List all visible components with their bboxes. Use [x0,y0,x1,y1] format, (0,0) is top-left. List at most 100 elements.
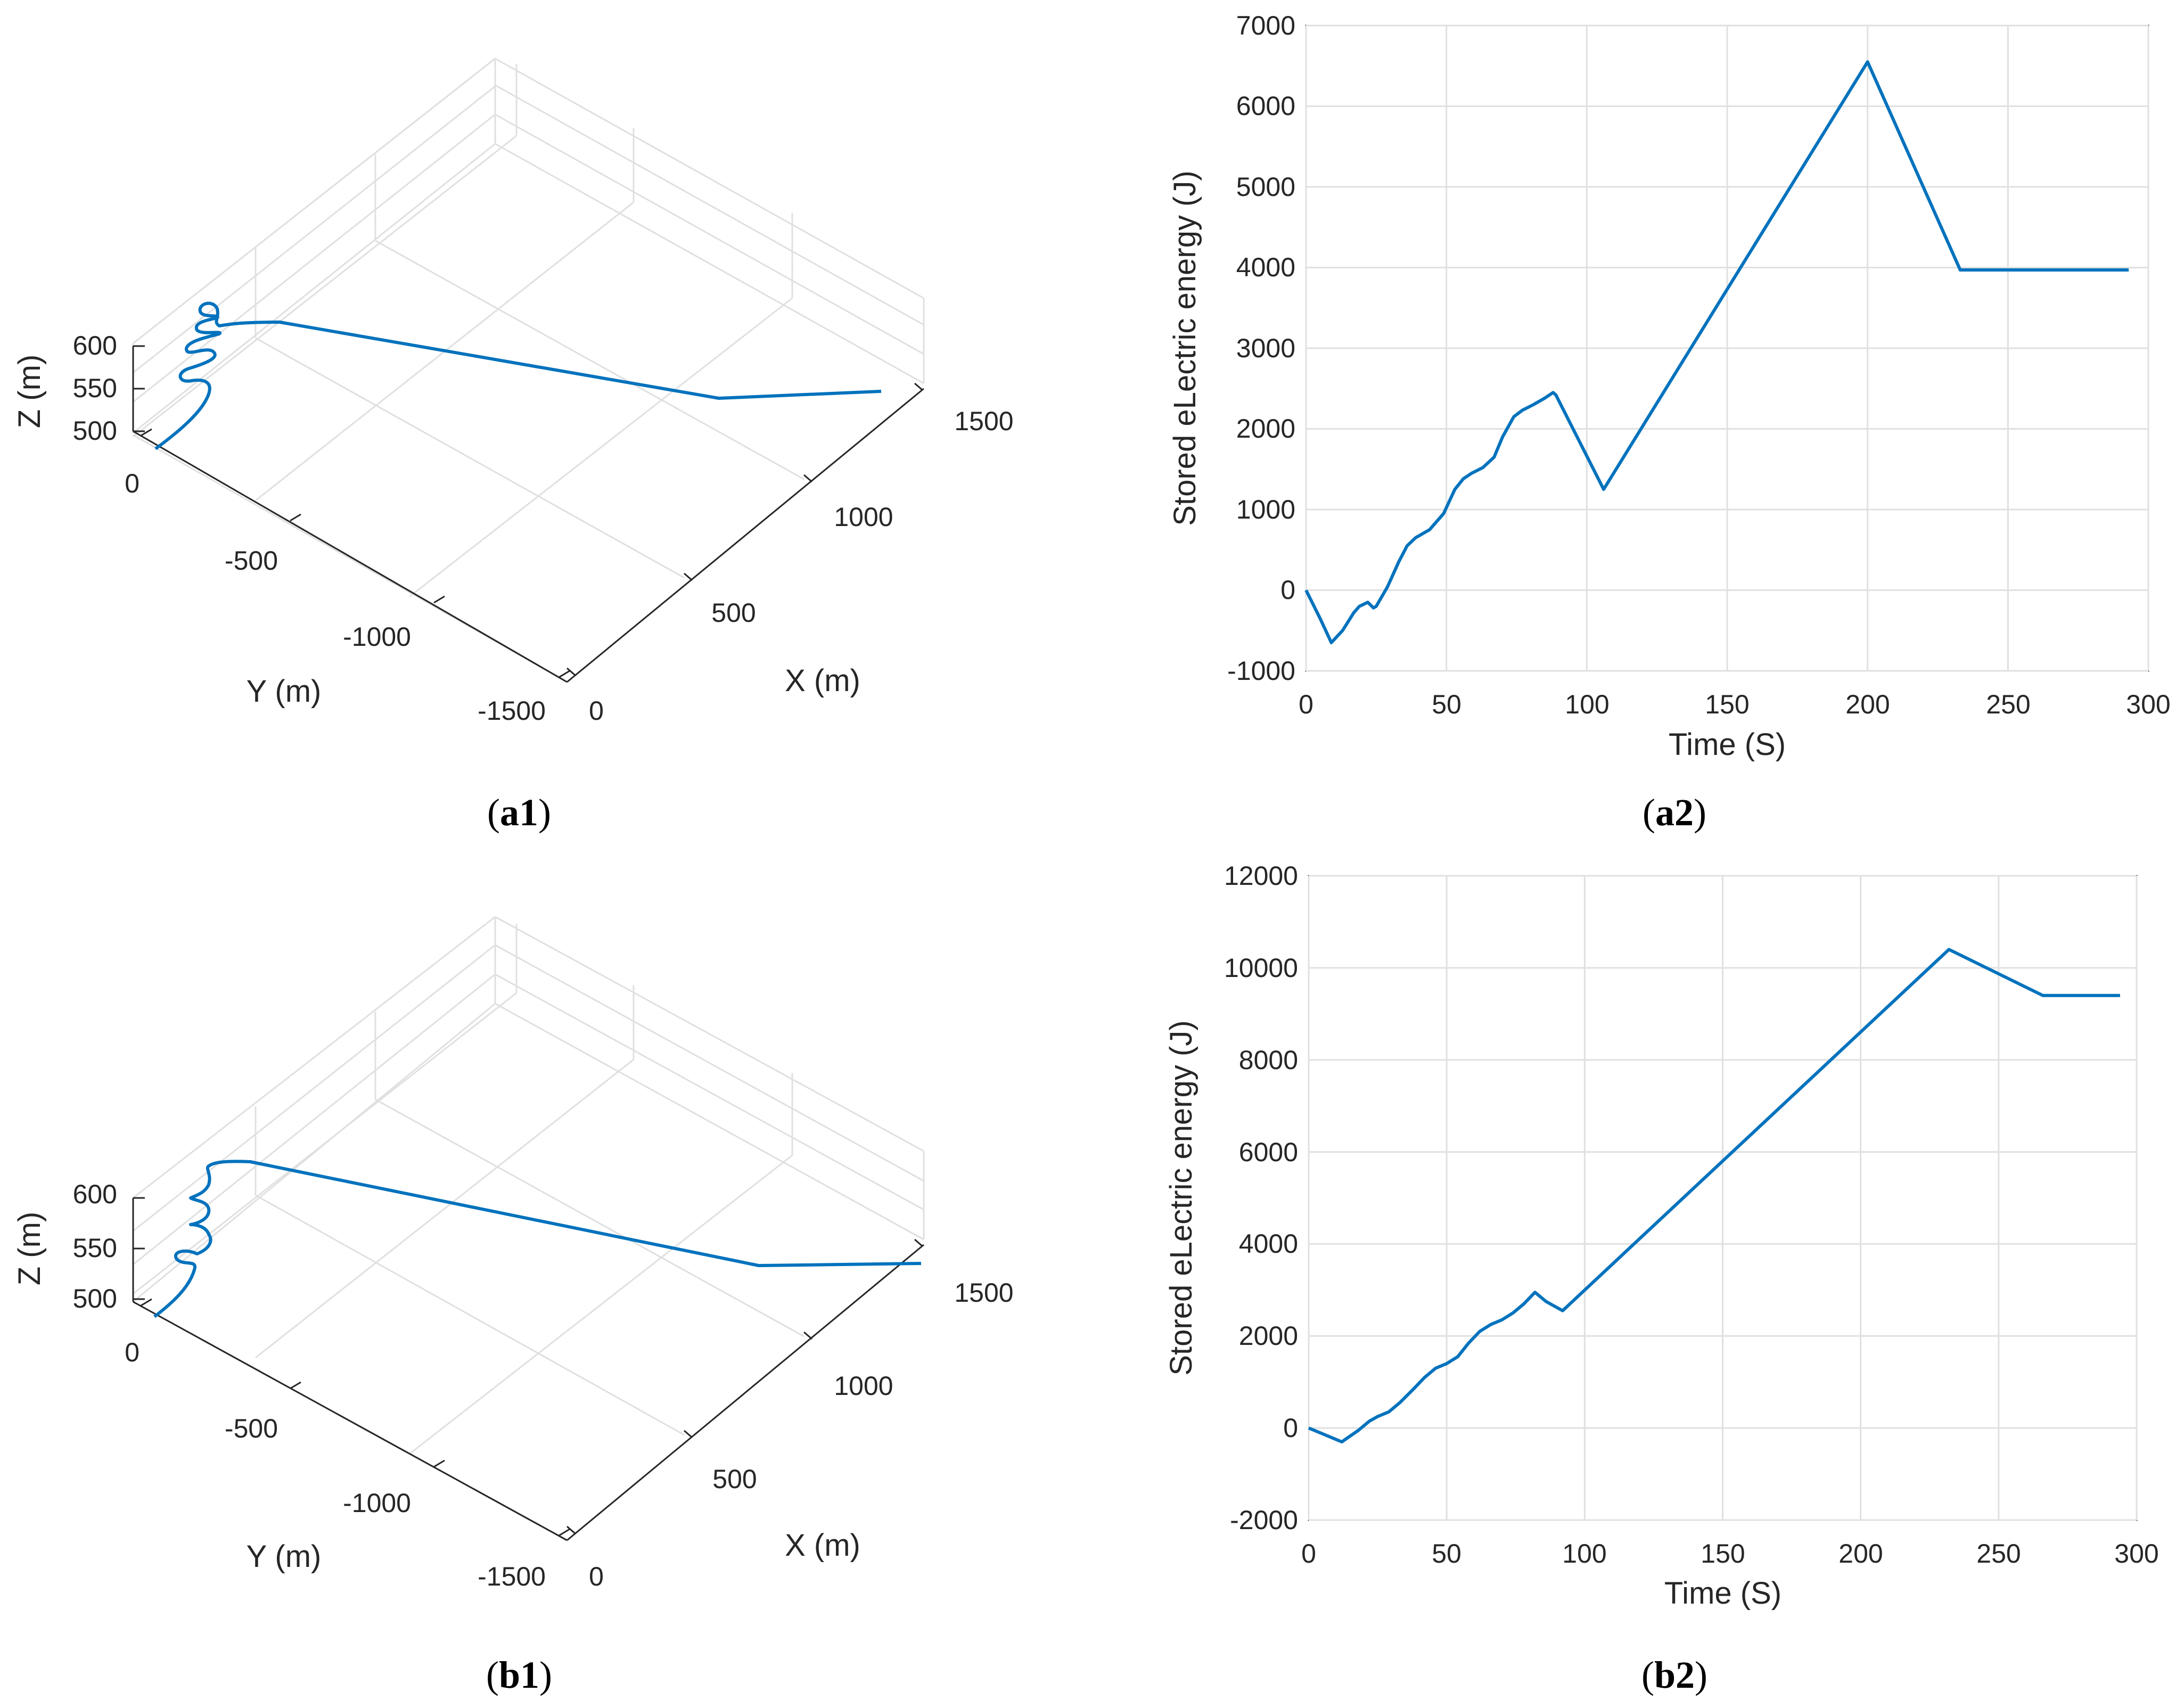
y-tick-label: -1000 [343,622,411,652]
y-tick-label: 5000 [1236,172,1295,202]
grid-line [133,58,496,344]
x-tick-label: 100 [1565,689,1609,719]
panel-b2-energy-chart: 0 50 100 150 200 250 300 -2000 0 2000 40… [1164,861,2159,1611]
x-tick-label: 500 [711,598,756,628]
x-tick-label: 150 [1701,1539,1745,1569]
x-tick-mark [684,1430,693,1439]
y-ticks-a1: 0 -500 -1000 -1500 [125,469,546,726]
grid-a1 [132,58,925,683]
y-tick-label: 3000 [1236,333,1295,363]
grid-line [133,85,496,374]
y-tick-label: -1500 [478,696,546,726]
z-ticks-a1: 500 550 600 [73,331,117,446]
y-tick-label: 7000 [1236,11,1295,40]
grid-line [255,1194,685,1436]
y-axis-label: Stored eLectric energy (J) [1164,1020,1198,1375]
grid-line [133,973,496,1266]
z-tick-label: 500 [73,416,117,446]
y-axis-label: Y (m) [247,1539,322,1574]
ticks-b2: 0 50 100 150 200 250 300 -2000 0 2000 40… [1224,861,2159,1569]
caption-open: ( [486,1654,499,1696]
grid-line [495,973,924,1211]
y-tick-label: 0 [1280,575,1295,605]
x-tick-label: 50 [1432,1539,1462,1569]
grid-line [133,113,496,403]
z-axis-label: Z (m) [12,1212,47,1286]
caption-open: ( [1643,791,1655,834]
grid-line [133,143,496,434]
z-axis-label: Z (m) [12,355,47,429]
y-axis-line [133,1301,568,1541]
x-tick-label: 0 [1301,1539,1316,1569]
caption-label: b1 [499,1654,539,1696]
x-tick-label: 500 [712,1464,757,1494]
grid-line [375,240,804,480]
x-tick-label: 0 [1299,689,1313,719]
grid-line [133,135,517,438]
y-tick-label: 10000 [1224,953,1298,983]
z-tick-label: 550 [73,1233,117,1263]
y-tick-label: 8000 [1239,1045,1298,1075]
series-line-b2 [1308,948,2120,1444]
grid-line [495,916,924,1152]
x-tick-label: 0 [589,696,604,726]
trajectory-line-a1 [154,301,882,450]
caption-a1: (a1) [487,791,551,834]
y-tick-label: 6000 [1236,91,1295,121]
grid-line [495,1003,924,1241]
grid-line [495,143,924,384]
caption-label: a2 [1655,791,1694,834]
y-tick-label: 0 [1283,1413,1298,1443]
y-ticks-b1: 0 -500 -1000 -1500 [125,1337,546,1591]
x-tick-label: 0 [589,1562,604,1591]
caption-label: a1 [500,791,538,834]
y-tick-mark [290,513,301,522]
y-tick-mark [433,1459,445,1468]
x-tick-label: 1500 [954,1278,1013,1308]
panel-a1-3d-trajectory: 500 550 600 0 -500 -1000 -1500 0 500 100… [12,58,1014,726]
y-tick-label: 12000 [1224,861,1298,891]
x-axis-label: Time (S) [1664,1576,1781,1611]
x-tick-label: 200 [1838,1539,1883,1569]
y-axis-label: Stored eLectric energy (J) [1168,170,1202,525]
x-tick-label: 250 [1976,1539,2021,1569]
x-tick-label: 1500 [954,406,1013,436]
z-tick-label: 500 [73,1284,117,1313]
y-tick-mark [559,1528,570,1537]
x-axis-line [566,1244,924,1541]
x-tick-label: 250 [1986,689,2030,719]
z-tick-label: 600 [73,1179,117,1209]
grid-line [255,1058,634,1359]
y-tick-label: -1000 [1227,656,1295,686]
grid-line [495,84,924,326]
caption-open: ( [1641,1654,1654,1696]
x-tick-label: 150 [1705,689,1749,719]
y-tick-label: 2000 [1236,414,1295,444]
x-tick-label: 300 [2114,1539,2158,1569]
grid-line [133,944,496,1232]
x-axis-label: Time (S) [1669,727,1786,762]
panel-a2-energy-chart: 0 50 100 150 200 250 300 -1000 0 1000 20… [1168,11,2171,762]
y-tick-label: -500 [225,546,278,576]
x-axis-label: X (m) [785,1528,860,1563]
caption-b2: (b2) [1641,1654,1707,1696]
caption-label: b2 [1654,1654,1695,1696]
y-tick-mark [290,1381,301,1390]
x-axis-line [566,388,924,683]
x-tick-mark [803,1331,812,1340]
x-tick-mark [914,382,923,391]
x-ticks-b1: 0 500 1000 1500 [589,1278,1014,1591]
z-tick-label: 550 [73,373,117,403]
x-tick-mark [914,1238,923,1247]
x-axis-label: X (m) [785,663,860,698]
grid-line [375,1098,804,1337]
y-tick-mark [141,1298,152,1307]
grid-line [495,113,924,355]
caption-close: ) [1694,791,1706,834]
y-tick-mark [141,428,152,437]
z-ticks-b1: 500 550 600 [73,1179,117,1313]
y-tick-label: -2000 [1230,1505,1298,1535]
y-tick-label: 6000 [1239,1137,1298,1167]
x-tick-mark [566,1525,576,1534]
